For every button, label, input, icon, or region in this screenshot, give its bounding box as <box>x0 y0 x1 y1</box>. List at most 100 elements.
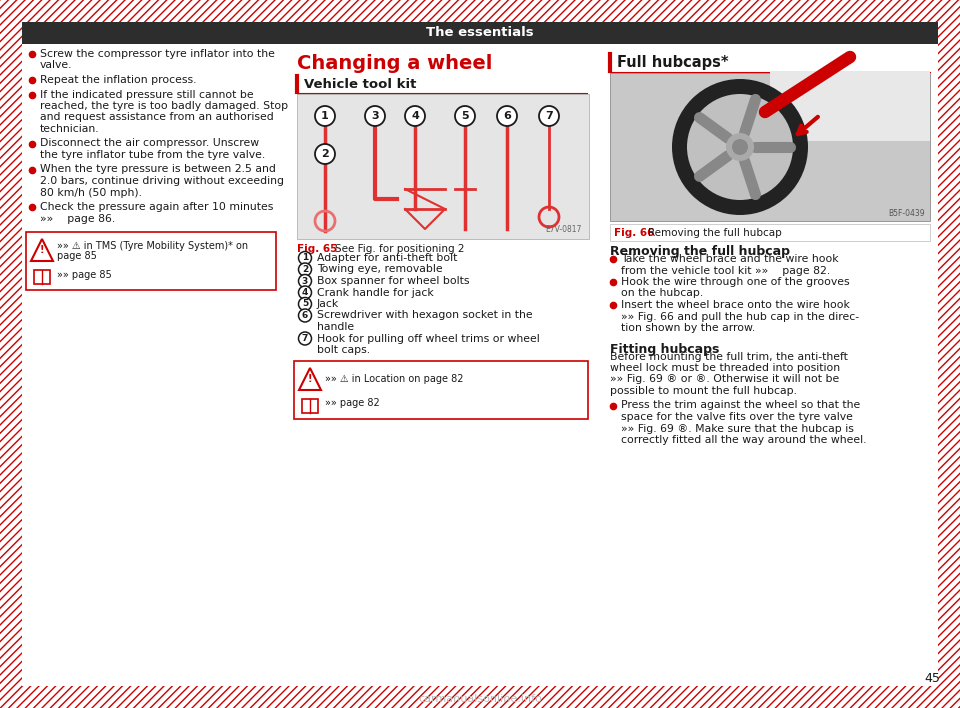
Text: »» page 85: »» page 85 <box>57 270 111 280</box>
Text: Check the pressure again after 10 minutes: Check the pressure again after 10 minute… <box>40 202 274 212</box>
Bar <box>610 224 930 241</box>
Text: »» Fig. 69 ® or ®. Otherwise it will not be: »» Fig. 69 ® or ®. Otherwise it will not… <box>610 375 839 384</box>
Text: Disconnect the air compressor. Unscrew: Disconnect the air compressor. Unscrew <box>40 139 259 149</box>
Text: Adapter for anti-theft bolt: Adapter for anti-theft bolt <box>317 253 457 263</box>
Bar <box>22 22 938 44</box>
FancyBboxPatch shape <box>26 232 276 290</box>
Text: Screw the compressor tyre inflator into the: Screw the compressor tyre inflator into … <box>40 49 275 59</box>
Text: Removing the full hubcap: Removing the full hubcap <box>648 228 781 238</box>
Text: Fitting hubcaps: Fitting hubcaps <box>610 343 719 355</box>
Text: technician.: technician. <box>40 124 100 134</box>
Text: !: ! <box>308 374 312 384</box>
Circle shape <box>732 139 748 155</box>
Text: 6: 6 <box>503 111 511 121</box>
Text: 45: 45 <box>924 671 940 685</box>
Text: »» ⚠ in Location on page 82: »» ⚠ in Location on page 82 <box>325 374 464 384</box>
Text: possible to mount the full hubcap.: possible to mount the full hubcap. <box>610 386 797 396</box>
Text: The essentials: The essentials <box>426 26 534 40</box>
Bar <box>297 94 589 239</box>
Text: 2: 2 <box>301 265 308 274</box>
Text: Before mounting the full trim, the anti-theft: Before mounting the full trim, the anti-… <box>610 351 848 362</box>
Circle shape <box>687 94 793 200</box>
Bar <box>0 0 22 708</box>
Text: 2: 2 <box>322 149 329 159</box>
Text: 2.0 bars, continue driving without exceeding: 2.0 bars, continue driving without excee… <box>40 176 284 186</box>
Bar <box>0 0 22 708</box>
Bar <box>0 0 960 22</box>
Circle shape <box>299 332 311 345</box>
Text: Insert the wheel brace onto the wire hook: Insert the wheel brace onto the wire hoo… <box>621 300 850 310</box>
Text: Towing eye, removable: Towing eye, removable <box>317 265 443 275</box>
Text: handle: handle <box>317 322 354 332</box>
Bar <box>938 0 960 708</box>
Bar <box>938 0 960 708</box>
Text: Box spanner for wheel bolts: Box spanner for wheel bolts <box>317 276 469 286</box>
Text: wheel lock must be threaded into position: wheel lock must be threaded into positio… <box>610 363 840 373</box>
Text: !: ! <box>39 245 44 255</box>
Circle shape <box>299 251 311 265</box>
Circle shape <box>539 106 559 126</box>
Text: When the tyre pressure is between 2.5 and: When the tyre pressure is between 2.5 an… <box>40 164 276 174</box>
Bar <box>0 686 960 708</box>
Circle shape <box>299 275 311 287</box>
Text: Screwdriver with hexagon socket in the: Screwdriver with hexagon socket in the <box>317 311 533 321</box>
Text: »» Fig. 69 ®. Make sure that the hubcap is: »» Fig. 69 ®. Make sure that the hubcap … <box>621 423 853 433</box>
Text: Crank handle for jack: Crank handle for jack <box>317 287 434 297</box>
Text: See Fig. for positioning 2: See Fig. for positioning 2 <box>335 244 465 254</box>
Text: Fig. 65: Fig. 65 <box>297 244 337 254</box>
FancyBboxPatch shape <box>294 360 588 418</box>
Text: page 85: page 85 <box>57 251 97 261</box>
Text: correctly fitted all the way around the wheel.: correctly fitted all the way around the … <box>621 435 867 445</box>
Text: 5: 5 <box>301 299 308 309</box>
Circle shape <box>299 309 311 322</box>
Text: 5: 5 <box>461 111 468 121</box>
Text: Press the trim against the wheel so that the: Press the trim against the wheel so that… <box>621 401 860 411</box>
Text: 3: 3 <box>301 277 308 285</box>
Text: B5F-0439: B5F-0439 <box>888 209 925 218</box>
Text: Changing a wheel: Changing a wheel <box>297 54 492 73</box>
Text: E7V-0817: E7V-0817 <box>545 225 582 234</box>
Text: reached, the tyre is too badly damaged. Stop: reached, the tyre is too badly damaged. … <box>40 101 288 111</box>
Text: valve.: valve. <box>40 60 73 71</box>
Text: Hook for pulling off wheel trims or wheel: Hook for pulling off wheel trims or whee… <box>317 333 540 343</box>
Text: »»    page 86.: »» page 86. <box>40 214 115 224</box>
Text: »» Fig. 66 and pull the hub cap in the direc-: »» Fig. 66 and pull the hub cap in the d… <box>621 312 859 321</box>
Text: »» ⚠ in TMS (Tyre Mobility System)* on: »» ⚠ in TMS (Tyre Mobility System)* on <box>57 241 248 251</box>
Bar <box>0 0 960 22</box>
Bar <box>34 270 50 284</box>
Text: 7: 7 <box>545 111 553 121</box>
Text: 3: 3 <box>372 111 379 121</box>
Text: from the vehicle tool kit »»    page 82.: from the vehicle tool kit »» page 82. <box>621 266 830 275</box>
Circle shape <box>299 286 311 299</box>
Text: 1: 1 <box>322 111 329 121</box>
Text: space for the valve fits over the tyre valve: space for the valve fits over the tyre v… <box>621 412 852 422</box>
Bar <box>610 73 930 221</box>
Circle shape <box>315 106 335 126</box>
Text: Full hubcaps*: Full hubcaps* <box>617 55 729 69</box>
Circle shape <box>405 106 425 126</box>
Text: carmanualsonline.info: carmanualsonline.info <box>418 694 542 704</box>
Text: the tyre inflator tube from the tyre valve.: the tyre inflator tube from the tyre val… <box>40 150 265 160</box>
Text: Repeat the inflation process.: Repeat the inflation process. <box>40 75 197 85</box>
Text: Removing the full hubcap: Removing the full hubcap <box>610 245 790 258</box>
Bar <box>0 686 960 708</box>
Circle shape <box>365 106 385 126</box>
Text: 6: 6 <box>301 311 308 320</box>
Text: bolt caps.: bolt caps. <box>317 345 371 355</box>
Text: 4: 4 <box>411 111 419 121</box>
Bar <box>302 399 318 413</box>
Circle shape <box>726 133 754 161</box>
Circle shape <box>455 106 475 126</box>
Circle shape <box>497 106 517 126</box>
Text: Take the wheel brace and the wire hook: Take the wheel brace and the wire hook <box>621 254 839 264</box>
Text: Jack: Jack <box>317 299 339 309</box>
Text: tion shown by the arrow.: tion shown by the arrow. <box>621 323 756 333</box>
Circle shape <box>299 297 311 311</box>
Circle shape <box>672 79 808 215</box>
Text: 80 km/h (50 mph).: 80 km/h (50 mph). <box>40 188 142 198</box>
Text: 1: 1 <box>301 253 308 263</box>
Text: and request assistance from an authorised: and request assistance from an authorise… <box>40 113 274 122</box>
Text: »» page 82: »» page 82 <box>325 399 380 409</box>
Text: on the hubcap.: on the hubcap. <box>621 288 704 299</box>
Text: Fig. 66: Fig. 66 <box>614 228 655 238</box>
